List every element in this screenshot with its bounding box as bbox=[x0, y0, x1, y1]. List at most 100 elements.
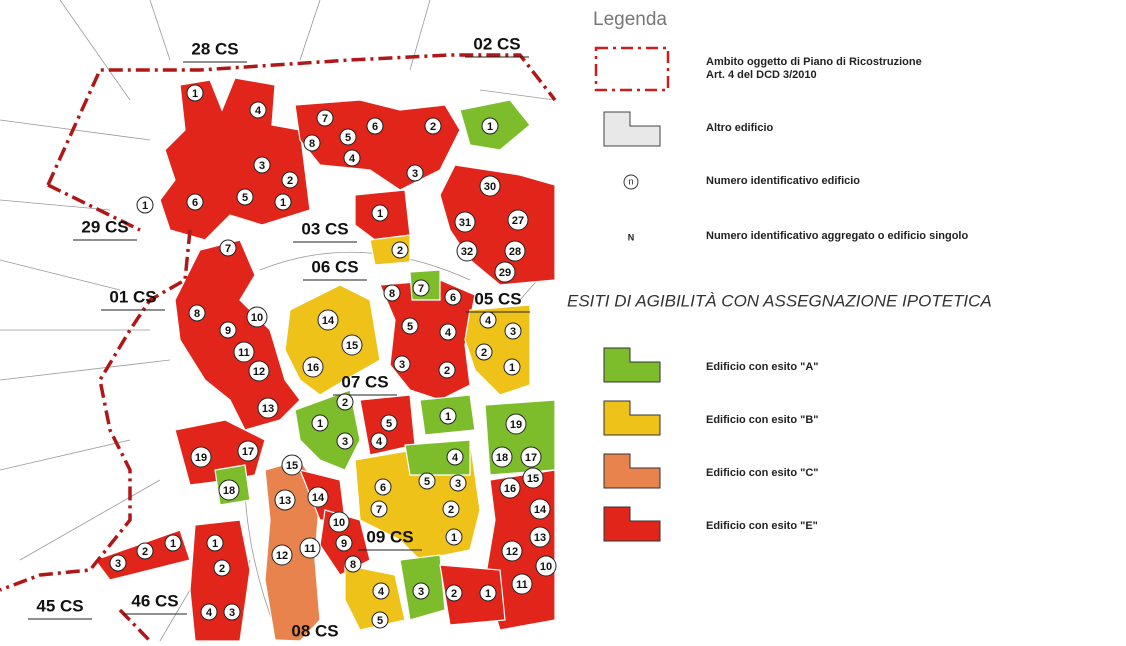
building-label: 15 bbox=[527, 473, 539, 485]
building-label: 12 bbox=[253, 366, 265, 378]
building-label: 1 bbox=[192, 88, 198, 100]
building-label: 5 bbox=[424, 476, 430, 488]
building-label: 5 bbox=[242, 192, 248, 204]
building-label: 3 bbox=[510, 326, 516, 338]
building-label: 6 bbox=[372, 121, 378, 133]
building-label: 27 bbox=[512, 215, 524, 227]
page: 28 CS02 CS29 CS03 CS06 CS01 CS05 CS07 CS… bbox=[0, 0, 1126, 641]
building-label: 8 bbox=[194, 308, 200, 320]
building-label: 2 bbox=[430, 121, 436, 133]
legend-symbol: n bbox=[628, 176, 633, 186]
building-label: 13 bbox=[262, 403, 274, 415]
building-label: 13 bbox=[534, 532, 546, 544]
building-label: 7 bbox=[225, 243, 231, 255]
building-label: 5 bbox=[386, 418, 392, 430]
building-label: 2 bbox=[342, 397, 348, 409]
building-label: 7 bbox=[418, 283, 424, 295]
building-label: 12 bbox=[276, 550, 288, 562]
aggregate-label: 01 CS bbox=[109, 287, 156, 306]
legend-text: Edificio con esito "E" bbox=[706, 520, 818, 532]
outcome-swatch bbox=[604, 348, 660, 382]
building-label: 32 bbox=[461, 246, 473, 258]
building-label: 10 bbox=[251, 312, 263, 324]
building-label: 10 bbox=[540, 561, 552, 573]
building-label: 13 bbox=[279, 495, 291, 507]
building-label: 1 bbox=[445, 411, 451, 423]
building-label: 4 bbox=[452, 452, 459, 464]
building-label: 1 bbox=[280, 197, 286, 209]
building-label: 4 bbox=[206, 607, 213, 619]
building-label: 3 bbox=[229, 607, 235, 619]
building-label: 1 bbox=[485, 588, 491, 600]
building-label: 28 bbox=[509, 246, 521, 258]
legend: Legenda Ambito oggetto di Piano di Ricos… bbox=[567, 9, 992, 541]
building-label: 8 bbox=[389, 288, 395, 300]
building-label: 8 bbox=[350, 559, 356, 571]
building-label: 4 bbox=[349, 153, 356, 165]
building-label: 16 bbox=[307, 362, 319, 374]
building-label: 3 bbox=[455, 478, 461, 490]
legend-title: Legenda bbox=[593, 9, 667, 30]
legend-text: Numero identificativo aggregato o edific… bbox=[706, 230, 968, 242]
building-label: 1 bbox=[317, 418, 323, 430]
building-label: 3 bbox=[412, 168, 418, 180]
building-label: 2 bbox=[219, 563, 225, 575]
outcome-swatch bbox=[604, 401, 660, 435]
building-label: 7 bbox=[322, 113, 328, 125]
building-label: 18 bbox=[223, 485, 235, 497]
aggregate-label: 02 CS bbox=[473, 34, 520, 53]
building-label: 19 bbox=[510, 419, 522, 431]
legend-text: Numero identificativo edificio bbox=[706, 175, 860, 187]
building-label: 1 bbox=[509, 362, 515, 374]
building-label: 16 bbox=[504, 483, 516, 495]
building-label: 12 bbox=[506, 546, 518, 558]
building-label: 2 bbox=[451, 588, 457, 600]
building-label: 3 bbox=[115, 558, 121, 570]
building-label: 18 bbox=[496, 452, 508, 464]
aggregate-label: 06 CS bbox=[311, 257, 358, 276]
building-label: 11 bbox=[238, 347, 250, 359]
legend-symbol: N bbox=[628, 232, 635, 242]
outcomes: Edificio con esito "A" Edificio con esito… bbox=[604, 348, 819, 541]
building-label: 2 bbox=[448, 504, 454, 516]
building-label: 29 bbox=[499, 267, 511, 279]
building-label: 4 bbox=[378, 586, 385, 598]
building-label: 1 bbox=[377, 208, 383, 220]
building-label: 1 bbox=[212, 538, 218, 550]
legend-text: Art. 4 del DCD 3/2010 bbox=[706, 69, 817, 81]
building-label: 8 bbox=[309, 138, 315, 150]
building-label: 11 bbox=[304, 543, 316, 555]
boundary-swatch bbox=[596, 48, 668, 90]
building-label: 14 bbox=[322, 315, 335, 327]
building-label: 6 bbox=[380, 482, 386, 494]
building-label: 2 bbox=[444, 365, 450, 377]
building-label: 31 bbox=[459, 217, 471, 229]
section-title: ESITI DI AGIBILITÀ CON ASSEGNAZIONE IPOT… bbox=[567, 291, 992, 310]
building-label: 19 bbox=[195, 452, 207, 464]
outcome-swatch bbox=[604, 507, 660, 541]
building-label: 3 bbox=[259, 160, 265, 172]
aggregate-label: 45 CS bbox=[36, 596, 83, 615]
outcome-swatch bbox=[604, 454, 660, 488]
legend-text: Ambito oggetto di Piano di Ricostruzione bbox=[706, 56, 922, 68]
building-label: 2 bbox=[287, 175, 293, 187]
aggregate-label: 46 CS bbox=[131, 591, 178, 610]
legend-text: Altro edificio bbox=[706, 122, 774, 134]
aggregate-label: 09 CS bbox=[366, 527, 413, 546]
building-label: 4 bbox=[445, 327, 452, 339]
building-label: 15 bbox=[346, 340, 358, 352]
building-label: 14 bbox=[534, 504, 547, 516]
building-label: 3 bbox=[399, 359, 405, 371]
building-label: 2 bbox=[142, 546, 148, 558]
building-label: 6 bbox=[450, 292, 456, 304]
legend-text: Edificio con esito "A" bbox=[706, 361, 819, 373]
building-label: 9 bbox=[341, 538, 347, 550]
building-label: 1 bbox=[170, 538, 176, 550]
aggregate-label: 07 CS bbox=[341, 372, 388, 391]
building-label: 4 bbox=[255, 105, 262, 117]
building-label: 1 bbox=[487, 121, 493, 133]
building-label: 3 bbox=[342, 436, 348, 448]
building-label: 4 bbox=[376, 436, 383, 448]
building-label: 4 bbox=[485, 315, 492, 327]
building-label: 10 bbox=[333, 517, 345, 529]
